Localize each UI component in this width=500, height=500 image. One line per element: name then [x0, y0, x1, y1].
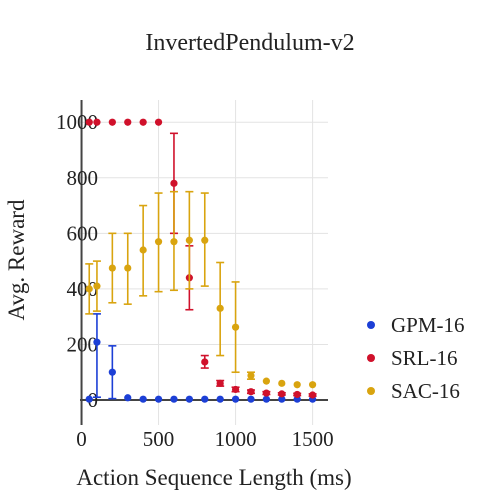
data-point	[216, 379, 224, 387]
legend: GPM-16 SRL-16 SAC-16	[367, 313, 465, 403]
data-point	[293, 390, 301, 399]
data-point	[170, 395, 178, 403]
series-gpm-16	[85, 313, 317, 403]
data-point	[247, 388, 255, 396]
error-bar	[92, 313, 101, 399]
x-axis-title: Action Sequence Length (ms)	[76, 465, 351, 490]
data-point	[278, 390, 286, 398]
series-layer	[85, 118, 317, 403]
data-point	[85, 285, 93, 293]
data-point	[201, 395, 209, 403]
data-point	[201, 236, 209, 244]
data-point	[231, 323, 240, 331]
data-point	[85, 395, 93, 403]
data-point	[124, 394, 132, 402]
data-point	[93, 282, 101, 290]
data-point	[108, 368, 116, 376]
x-tick-label: 1000	[215, 427, 257, 451]
y-tick-label: 600	[67, 221, 99, 245]
data-point	[247, 371, 255, 380]
data-point	[231, 385, 240, 394]
data-point	[262, 377, 270, 385]
data-point	[108, 264, 116, 272]
data-point	[278, 379, 286, 387]
data-point	[124, 118, 132, 126]
y-axis-title: Avg. Reward	[4, 199, 29, 320]
data-point	[247, 395, 255, 403]
data-point	[278, 395, 286, 403]
y-tick-label: 200	[67, 332, 99, 356]
data-point	[170, 238, 178, 246]
data-point	[308, 391, 317, 399]
data-point	[154, 238, 163, 246]
data-point	[170, 179, 178, 187]
data-point	[216, 395, 224, 403]
data-point	[185, 236, 193, 244]
legend-label: SAC-16	[391, 379, 460, 403]
data-point	[108, 118, 116, 126]
data-point	[231, 395, 240, 403]
data-point	[139, 395, 147, 403]
data-point	[93, 338, 101, 346]
legend-label: SRL-16	[391, 346, 458, 370]
data-point	[262, 389, 270, 397]
y-tick-label: 0	[88, 388, 99, 412]
legend-item-sac-16: SAC-16	[367, 379, 460, 403]
data-point	[139, 246, 147, 254]
data-point	[139, 118, 147, 126]
legend-item-srl-16: SRL-16	[367, 346, 458, 370]
y-tick-label: 400	[67, 277, 99, 301]
data-point	[154, 118, 163, 126]
legend-marker	[367, 354, 375, 362]
series-srl-16	[85, 118, 317, 399]
data-point	[93, 118, 101, 126]
data-point	[308, 381, 317, 389]
x-tick-label: 500	[143, 427, 175, 451]
legend-item-gpm-16: GPM-16	[367, 313, 465, 337]
legend-label: GPM-16	[391, 313, 465, 337]
data-point	[293, 381, 301, 389]
data-point	[201, 358, 209, 366]
data-point	[154, 395, 163, 403]
series-sac-16	[85, 190, 317, 389]
data-point	[216, 304, 224, 312]
x-tick-label: 1500	[292, 427, 334, 451]
chart-title: InvertedPendulum-v2	[145, 30, 354, 56]
legend-marker	[367, 321, 375, 329]
data-point	[185, 395, 193, 403]
x-tick-label: 0	[76, 427, 87, 451]
data-point	[85, 118, 93, 126]
legend-marker	[367, 387, 375, 395]
data-point	[124, 264, 132, 272]
data-point	[262, 395, 270, 403]
y-tick-label: 800	[67, 166, 99, 190]
